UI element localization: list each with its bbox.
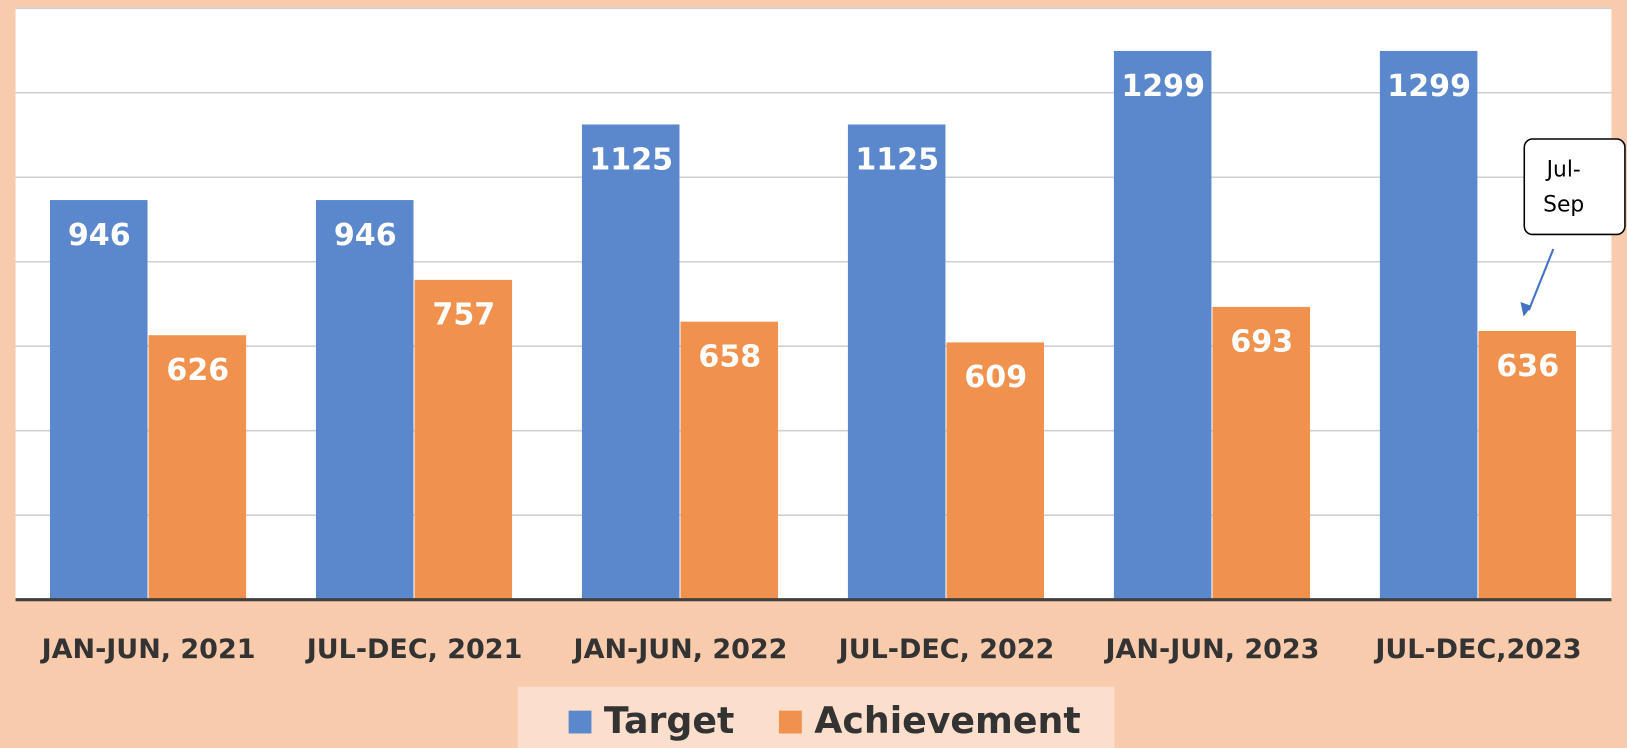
x-tick-label: JUL-DEC,2023 <box>1373 634 1581 665</box>
data-label: 693 <box>1230 325 1293 360</box>
x-tick-label: JAN-JUN, 2021 <box>40 634 256 665</box>
bar <box>1113 50 1212 600</box>
bar <box>1379 50 1478 600</box>
data-label: 946 <box>334 218 397 253</box>
callout-arrow <box>1527 248 1555 311</box>
x-tick-label: JAN-JUN, 2023 <box>1104 634 1320 665</box>
legend-swatch <box>568 710 592 734</box>
data-label: 757 <box>432 298 495 333</box>
legend-swatch <box>778 710 802 734</box>
bar <box>946 342 1045 600</box>
data-label: 1125 <box>855 142 939 177</box>
data-label: 1299 <box>1121 69 1205 104</box>
callout: Jul-Sep <box>1543 156 1585 217</box>
bar <box>581 124 680 600</box>
bar <box>1478 331 1576 600</box>
data-label: 636 <box>1496 349 1559 384</box>
data-label: 1299 <box>1387 69 1471 104</box>
bar <box>414 279 513 600</box>
x-tick-label: JUL-DEC, 2022 <box>837 634 1055 665</box>
data-label: 626 <box>166 353 229 388</box>
x-tick-label: JAN-JUN, 2022 <box>572 634 788 665</box>
data-label: 658 <box>698 340 761 375</box>
data-label: 1125 <box>589 142 673 177</box>
bar <box>148 335 247 600</box>
bar <box>847 124 946 600</box>
data-label: 946 <box>68 218 131 253</box>
legend-box <box>517 686 1115 748</box>
bar <box>680 321 779 600</box>
legend-label: Achievement <box>814 699 1080 742</box>
bar <box>1212 306 1311 600</box>
data-label: 609 <box>964 360 1027 395</box>
callout-box <box>1523 138 1626 236</box>
annotation: Jul-Sep <box>1543 156 1585 217</box>
bar <box>315 200 414 600</box>
callout-arrowhead <box>1520 301 1532 317</box>
bar <box>49 200 148 600</box>
legend-label: Target <box>604 699 734 742</box>
plot-area <box>15 8 1612 600</box>
x-tick-label: JUL-DEC, 2021 <box>305 634 523 665</box>
